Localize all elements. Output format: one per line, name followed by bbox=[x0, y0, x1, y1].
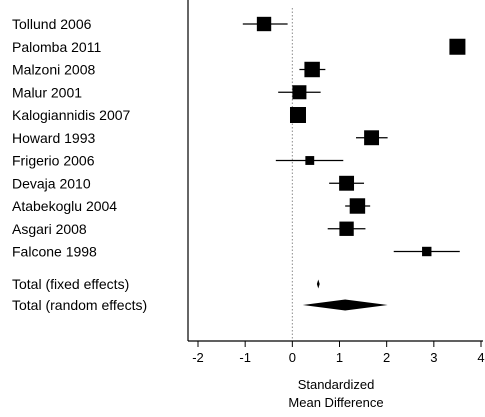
study-label: Atabekoglu 2004 bbox=[12, 198, 117, 214]
effect-size-marker bbox=[304, 61, 320, 78]
study-label: Devaja 2010 bbox=[12, 175, 91, 191]
study-label: Malzoni 2008 bbox=[12, 62, 95, 78]
total-row: Total (fixed effects) bbox=[12, 276, 320, 292]
study-row: Tollund 2006 bbox=[12, 16, 288, 32]
study-label: Frigerio 2006 bbox=[12, 153, 95, 169]
x-axis-title-line: Standardized bbox=[298, 377, 375, 392]
x-tick-label: 0 bbox=[289, 350, 296, 365]
study-label: Kalogiannidis 2007 bbox=[12, 107, 131, 123]
x-ticks-layer: -2 -1 0 1 2 3 4 bbox=[192, 341, 485, 365]
effect-size-marker bbox=[364, 130, 380, 146]
study-row: Palomba 2011 bbox=[12, 38, 466, 55]
study-rows-layer: Tollund 2006 Palomba 2011 Malzoni 2008 Malu… bbox=[12, 16, 466, 313]
study-row: Falcone 1998 bbox=[12, 244, 460, 260]
total-row: Total (random effects) bbox=[12, 297, 388, 313]
study-row: Malur 2001 bbox=[12, 84, 321, 100]
study-label: Asgari 2008 bbox=[12, 221, 87, 237]
pooled-estimate-diamond bbox=[316, 279, 320, 289]
study-label: Tollund 2006 bbox=[12, 16, 92, 32]
study-row: Asgari 2008 bbox=[12, 221, 366, 237]
x-tick-label: -2 bbox=[192, 350, 204, 365]
pooled-estimate-diamond bbox=[302, 299, 388, 311]
x-tick-label: 4 bbox=[477, 350, 484, 365]
total-label: Total (random effects) bbox=[12, 297, 147, 313]
x-axis-title: Standardized Mean Difference bbox=[288, 377, 383, 410]
x-tick-label: 2 bbox=[383, 350, 390, 365]
study-label: Falcone 1998 bbox=[12, 244, 97, 260]
study-row: Devaja 2010 bbox=[12, 175, 365, 191]
effect-size-marker bbox=[305, 156, 315, 165]
study-label: Palomba 2011 bbox=[12, 39, 101, 55]
study-row: Malzoni 2008 bbox=[12, 61, 326, 78]
effect-size-marker bbox=[339, 221, 354, 236]
x-axis-title-line: Mean Difference bbox=[288, 395, 383, 410]
x-tick-label: 3 bbox=[430, 350, 437, 365]
study-row: Atabekoglu 2004 bbox=[12, 198, 371, 214]
study-row: Howard 1993 bbox=[12, 130, 388, 146]
axes-layer bbox=[187, 0, 483, 342]
effect-size-marker bbox=[349, 198, 366, 214]
study-label: Malur 2001 bbox=[12, 84, 82, 100]
effect-size-marker bbox=[339, 175, 355, 191]
x-tick-label: 1 bbox=[336, 350, 343, 365]
total-label: Total (fixed effects) bbox=[12, 276, 129, 292]
study-row: Frigerio 2006 bbox=[12, 153, 344, 169]
effect-size-marker bbox=[289, 107, 306, 123]
effect-size-marker bbox=[292, 85, 307, 100]
study-label: Howard 1993 bbox=[12, 130, 95, 146]
effect-size-marker bbox=[422, 246, 432, 257]
x-tick-label: -1 bbox=[239, 350, 251, 365]
study-row: Kalogiannidis 2007 bbox=[12, 107, 306, 123]
effect-size-marker bbox=[449, 38, 466, 55]
effect-size-marker bbox=[256, 16, 272, 32]
